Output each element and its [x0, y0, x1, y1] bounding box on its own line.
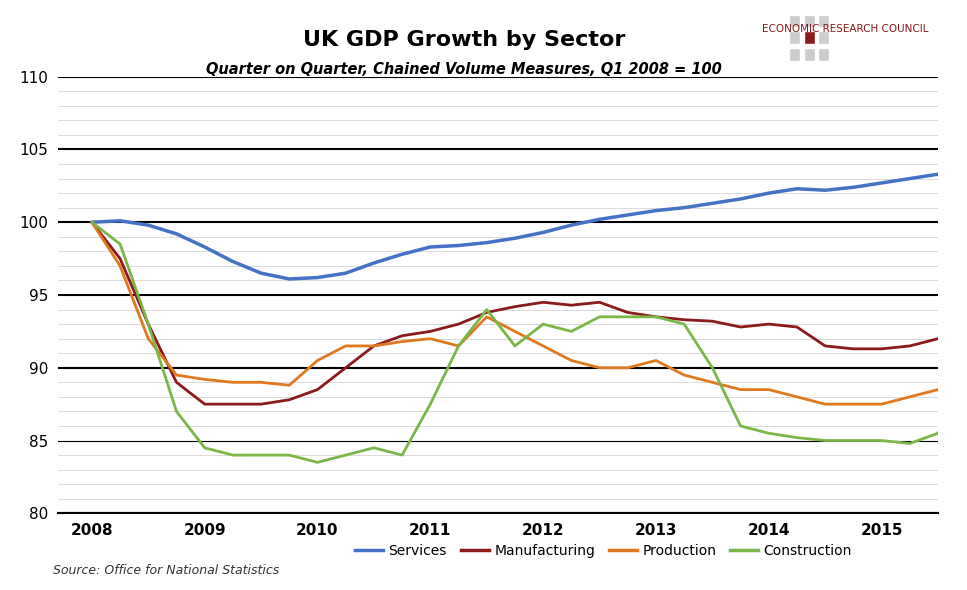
Bar: [789, 15, 800, 27]
Legend: Services, Manufacturing, Production, Construction: Services, Manufacturing, Production, Con…: [350, 538, 858, 563]
Text: Quarter on Quarter, Chained Volume Measures, Q1 2008 = 100: Quarter on Quarter, Chained Volume Measu…: [206, 62, 722, 77]
Bar: [804, 15, 814, 27]
Text: Source: Office for National Statistics: Source: Office for National Statistics: [53, 564, 279, 577]
Bar: [804, 48, 814, 61]
Bar: [789, 48, 800, 61]
Text: UK GDP Growth by Sector: UK GDP Growth by Sector: [303, 30, 626, 50]
Bar: [818, 48, 829, 61]
Bar: [789, 31, 800, 44]
Bar: [818, 15, 829, 27]
Bar: [804, 31, 814, 44]
Text: ECONOMIC RESEARCH COUNCIL: ECONOMIC RESEARCH COUNCIL: [762, 24, 928, 34]
Bar: [818, 31, 829, 44]
